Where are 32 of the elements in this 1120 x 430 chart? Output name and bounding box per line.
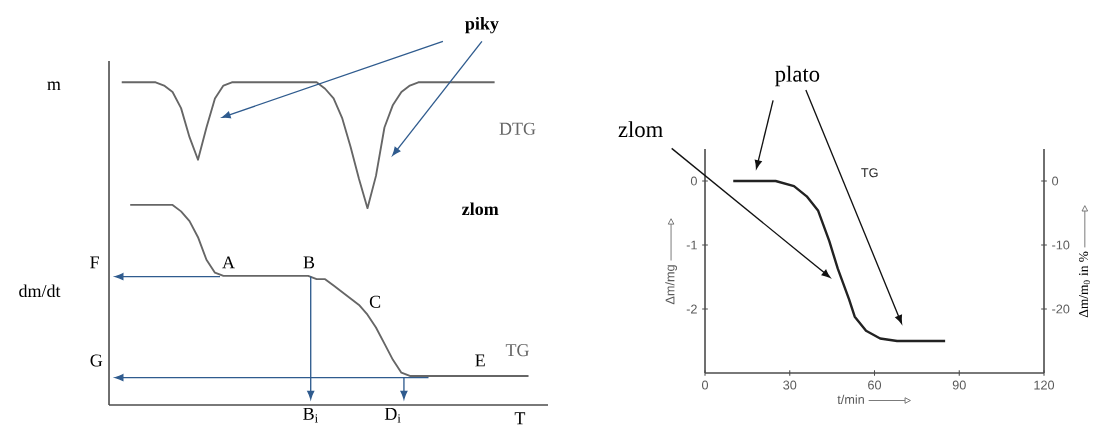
x-axis-title: t/min [837, 394, 864, 404]
x-tick-label: 0 [701, 380, 709, 390]
y-tick-label: 0 [690, 176, 697, 186]
y2-tick-label: -20 [1052, 304, 1070, 314]
annotation: E [475, 354, 485, 367]
text: m [47, 81, 61, 91]
y-tick-label: -2 [686, 304, 697, 314]
text: DTG [499, 122, 536, 135]
text: D$_{i}$ [384, 407, 401, 423]
text: TG [861, 168, 878, 178]
series-label: TG [505, 344, 529, 357]
text: G [90, 354, 103, 367]
x-axis-title: T [514, 412, 526, 425]
y2-tick-label: -10 [1052, 240, 1070, 250]
x-tick-label: 30 [783, 380, 797, 390]
text: dm/dt [19, 284, 61, 298]
y2-tick-label: 0 [1052, 176, 1059, 186]
annotation: B [303, 256, 315, 269]
x-tick-label: 120 [1034, 380, 1055, 390]
annotation: C [369, 295, 381, 308]
text: plato [775, 65, 820, 87]
annotation: A [222, 256, 235, 269]
text: F [90, 256, 99, 269]
y-tick-label: -1 [686, 240, 697, 250]
x-tick-label: 60 [868, 380, 882, 390]
text: piky [465, 17, 499, 34]
annotation: zlom [462, 202, 499, 216]
y2-axis-title: Δm/m$_{0}$ in % [1079, 251, 1090, 318]
text: B$_{i}$ [303, 407, 318, 423]
y-axis-title: Δm/mg [665, 265, 678, 305]
text: zlom [618, 121, 663, 138]
x-tick-label: 90 [952, 380, 966, 390]
